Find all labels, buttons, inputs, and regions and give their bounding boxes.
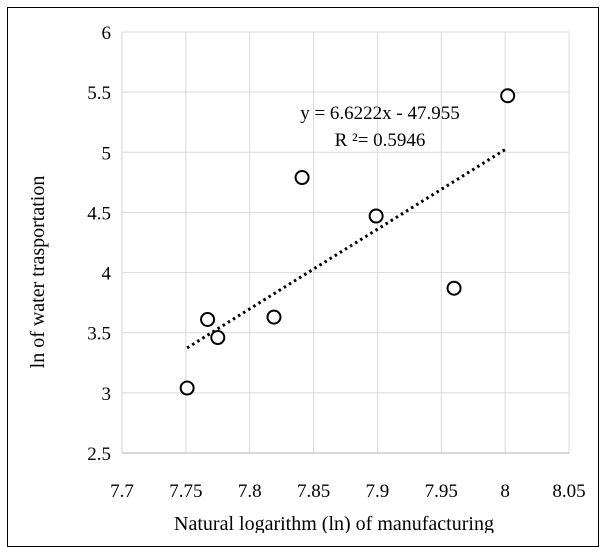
trendline [186, 146, 509, 350]
trendline-equation: y = 6.6222x - 47.955 [300, 103, 460, 124]
axes [121, 32, 569, 454]
x-tick-label: 7.8 [238, 481, 262, 502]
data-points [179, 88, 516, 396]
x-tick-label: 7.95 [425, 481, 458, 502]
y-tick-label: 3 [102, 384, 112, 405]
data-point [500, 88, 516, 104]
y-tick-label: 5 [102, 143, 112, 164]
r-squared-label: R ²= 0.5946 [335, 130, 426, 151]
x-tick-label: 8.05 [552, 481, 585, 502]
data-point [446, 280, 462, 296]
trendline-group [186, 146, 509, 350]
data-point [294, 170, 310, 186]
y-tick-label: 4.5 [87, 203, 111, 224]
data-point [210, 330, 226, 346]
y-tick-labels: 2.5 3 3.5 4 4.5 5 5.5 6 [87, 23, 111, 465]
data-point [266, 309, 282, 325]
scatter-chart: 7.7 7.75 7.8 7.85 7.9 7.95 8 8.05 2.5 3 3.5 4 4.5 5 5… [27, 23, 586, 533]
x-tick-label: 7.85 [297, 481, 330, 502]
x-tick-label: 7.9 [366, 481, 390, 502]
y-tick-label: 4 [102, 264, 112, 285]
data-point [200, 311, 216, 327]
y-axis-title: ln of water trasportation [27, 176, 49, 369]
x-tick-label: 8 [500, 481, 510, 502]
x-axis-title: Natural logarithm (ln) of manufacturing [174, 513, 494, 533]
y-tick-label: 6 [102, 23, 112, 44]
x-tick-label: 7.7 [110, 481, 134, 502]
y-tick-label: 5.5 [87, 83, 111, 104]
x-tick-labels: 7.7 7.75 7.8 7.85 7.9 7.95 8 8.05 [110, 481, 586, 502]
data-point [368, 208, 384, 224]
data-point [179, 380, 195, 396]
y-tick-label: 2.5 [87, 444, 111, 465]
x-tick-label: 7.75 [169, 481, 202, 502]
y-tick-label: 3.5 [87, 324, 111, 345]
